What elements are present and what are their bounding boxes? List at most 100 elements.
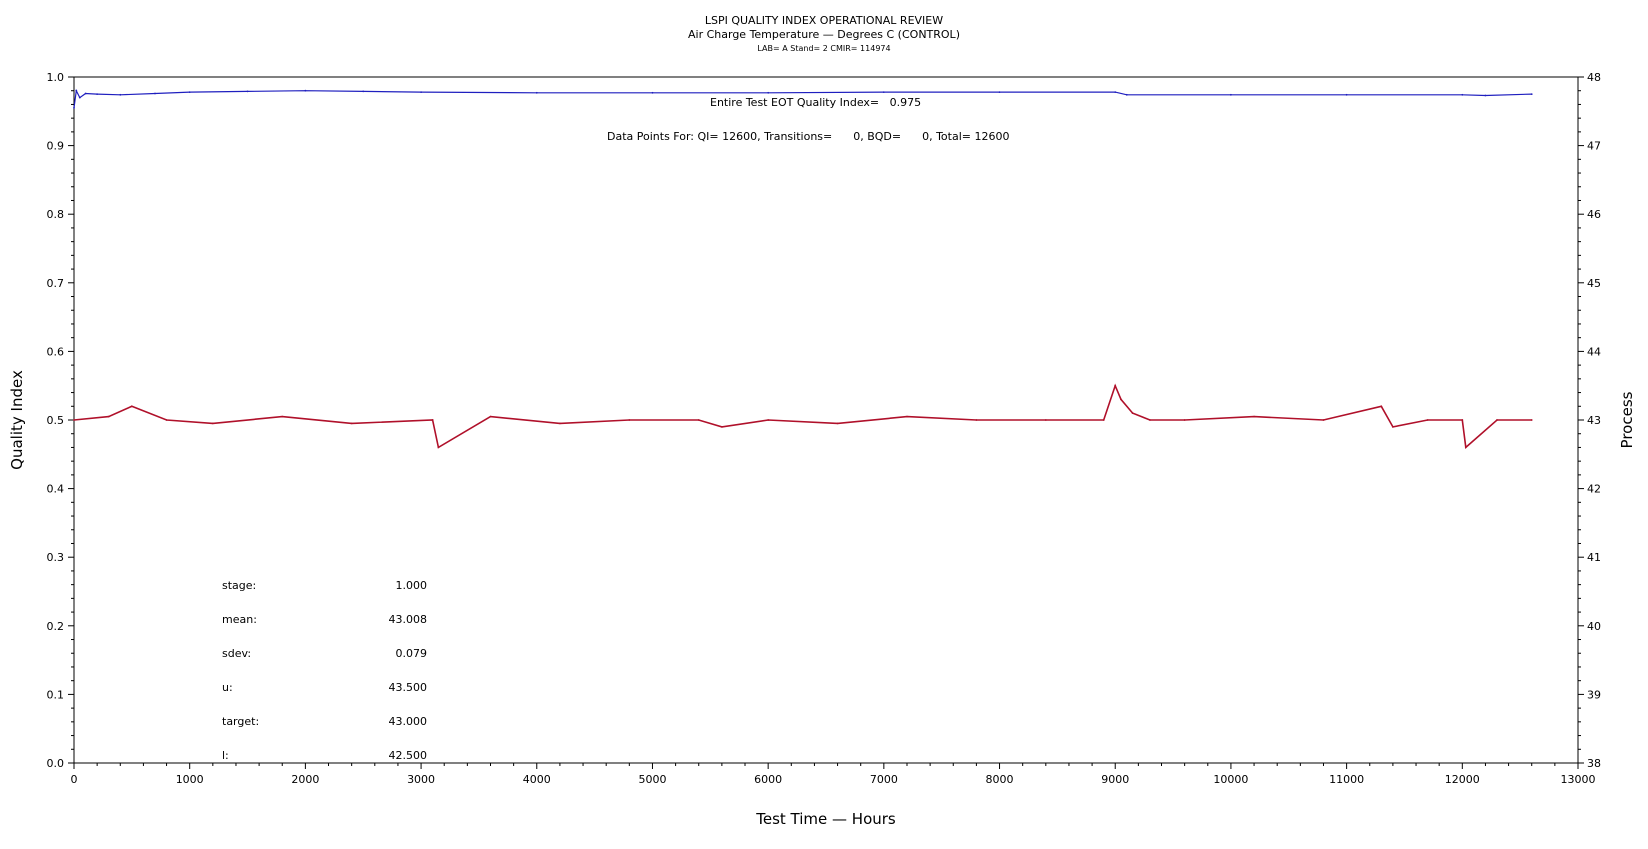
y-left-tick-label: 0.5: [47, 414, 65, 427]
quality-index-series-line: [73, 88, 1532, 108]
x-tick-label: 13000: [1561, 773, 1596, 786]
y-left-tick-label: 0.2: [47, 620, 65, 633]
process-point: [1322, 419, 1325, 421]
process-point: [350, 422, 353, 425]
process-series-line: [73, 383, 1532, 449]
y-left-tick-label: 0.8: [47, 208, 65, 221]
process-point: [975, 419, 978, 421]
stat-value: 43.008: [389, 613, 428, 626]
x-tick-label: 0: [71, 773, 78, 786]
process-point: [767, 419, 770, 421]
quality-index-point: [535, 91, 538, 94]
process-point: [73, 419, 75, 421]
process-point: [1183, 419, 1186, 421]
y-left-tick-label: 0.1: [47, 688, 65, 701]
quality-index-point: [84, 92, 87, 95]
x-tick-label: 5000: [638, 773, 666, 786]
quality-index-point: [1125, 93, 1128, 96]
process-point: [559, 422, 561, 425]
x-tick-label: 11000: [1329, 773, 1364, 786]
process-point: [721, 426, 723, 428]
series-layer: [73, 88, 1533, 449]
process-point: [165, 419, 168, 421]
process-point: [107, 415, 110, 418]
stat-value: 1.000: [396, 579, 428, 592]
quality-index-annotation: Entire Test EOT Quality Index= 0.975: [710, 96, 921, 109]
stats-block: stage: 1.000 mean: 43.008 sdev: 0.079 u: 43.500…: [222, 579, 427, 762]
process-point: [697, 419, 700, 421]
y-right-tick-label: 46: [1587, 208, 1601, 221]
quality-index-point: [1114, 91, 1117, 93]
quality-index-point: [420, 91, 422, 93]
process-point: [1426, 419, 1429, 421]
quality-index-point: [998, 91, 1001, 93]
x-tick-label: 2000: [291, 773, 319, 786]
process-point: [1464, 446, 1467, 449]
process-point: [1149, 419, 1151, 421]
quality-index-point: [1461, 93, 1464, 96]
x-axis-label: Test Time — Hours: [755, 810, 896, 828]
quality-index-point: [651, 91, 654, 94]
stat-value: 0.079: [396, 647, 428, 660]
x-tick-label: 4000: [523, 773, 551, 786]
quality-index-point: [78, 96, 81, 99]
process-point: [906, 415, 908, 418]
y-right-tick-label: 47: [1587, 140, 1601, 153]
quality-index-point: [1230, 93, 1232, 96]
y-right-tick-label: 41: [1587, 551, 1601, 564]
quality-index-point: [246, 90, 249, 93]
process-point: [1253, 415, 1255, 418]
process-point: [437, 446, 440, 449]
quality-index-point: [119, 93, 122, 96]
x-tick-label: 3000: [407, 773, 435, 786]
quality-index-point: [1345, 93, 1348, 96]
y-left-tick-label: 0.0: [47, 757, 65, 770]
process-point: [1102, 419, 1105, 421]
x-tick-label: 6000: [754, 773, 782, 786]
y-right-tick-label: 39: [1587, 688, 1601, 701]
process-point: [211, 422, 214, 425]
y-left-axis-ticks: 0.0 0.1 0.2 0.3 0.4 0.5 0.6 0.7 0.8 0.9 1.0: [47, 71, 74, 770]
x-tick-label: 12000: [1445, 773, 1480, 786]
x-axis-ticks: 0 1000 2000 3000 4000 5000 6000 7000 8000 9000 100…: [71, 763, 1596, 786]
chart-subsubtitle: LAB= A Stand= 2 CMIR= 114974: [757, 44, 890, 53]
y-right-tick-label: 40: [1587, 620, 1601, 633]
x-tick-label: 9000: [1101, 773, 1129, 786]
process-point: [281, 415, 284, 418]
chart-title: LSPI QUALITY INDEX OPERATIONAL REVIEW: [705, 14, 943, 27]
quality-index-point: [882, 91, 885, 93]
process-point: [1044, 419, 1047, 421]
y-left-tick-label: 0.4: [47, 483, 65, 496]
y-left-tick-label: 0.9: [47, 140, 65, 153]
y-right-tick-label: 44: [1587, 345, 1601, 358]
x-tick-label: 7000: [870, 773, 898, 786]
y-left-tick-label: 0.3: [47, 551, 65, 564]
process-point: [836, 422, 839, 425]
x-tick-label: 1000: [176, 773, 204, 786]
plot-frame: [73, 76, 1579, 764]
process-point: [1530, 419, 1533, 421]
process-point: [1496, 419, 1498, 421]
data-points-annotation: Data Points For: QI= 12600, Transitions=…: [607, 130, 1009, 143]
quality-index-point: [1530, 93, 1533, 95]
y-right-tick-label: 38: [1587, 757, 1601, 770]
process-point: [1120, 398, 1122, 401]
stat-label: target:: [222, 715, 259, 728]
y-left-tick-label: 1.0: [47, 71, 65, 84]
y-right-tick-label: 42: [1587, 483, 1601, 496]
y-right-tick-label: 45: [1587, 277, 1601, 290]
quality-index-point: [1484, 94, 1487, 97]
y-right-axis-label: Process: [1618, 391, 1636, 448]
process-point: [1392, 426, 1394, 428]
quality-index-point: [73, 107, 75, 109]
stat-label: mean:: [222, 613, 257, 626]
stat-label: stage:: [222, 579, 256, 592]
stat-value: 42.500: [389, 749, 428, 762]
y-right-axis-ticks: 38 39 40 41 42 43 44 45 46 47 48: [1578, 71, 1601, 770]
stat-label: l:: [222, 749, 229, 762]
y-left-tick-label: 0.6: [47, 345, 65, 358]
process-point: [130, 405, 133, 408]
process-point: [431, 419, 434, 421]
quality-index-point: [767, 91, 770, 94]
quality-index-point: [304, 89, 307, 92]
